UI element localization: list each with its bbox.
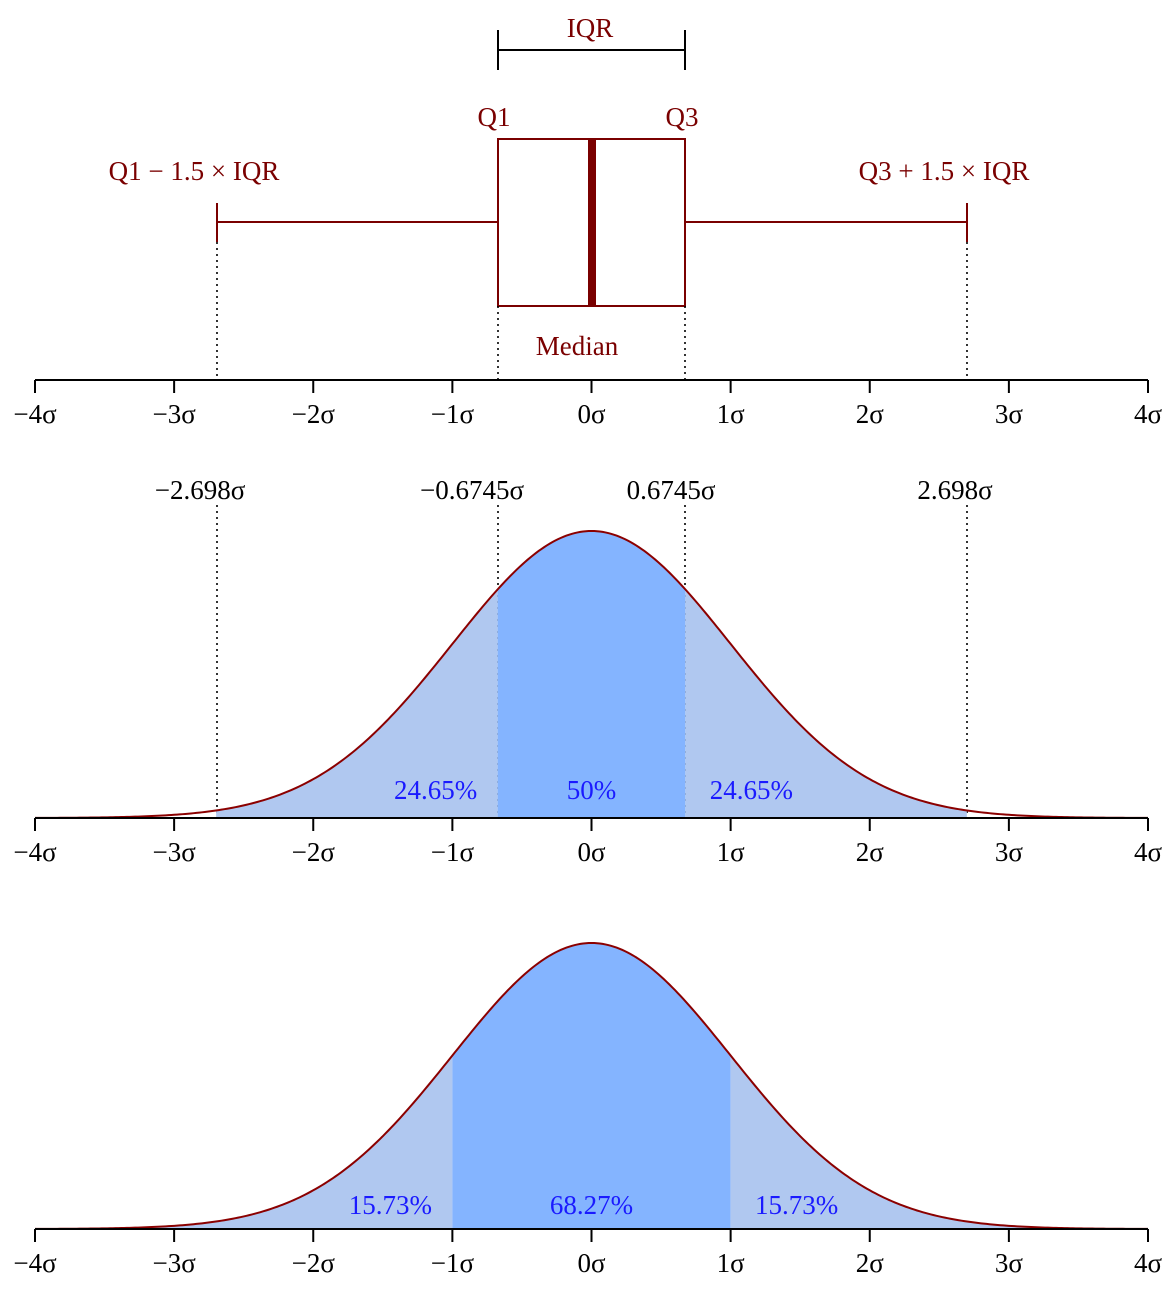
iqr-label: IQR (567, 13, 614, 43)
sigma-region-2 (730, 1055, 1148, 1229)
quantile-tick-label-4: 0σ (577, 837, 606, 867)
boxplot-panel: IQR Q1 Q3 Q1 − 1.5 × IQR Q3 + 1.5 × IQR … (109, 13, 1030, 361)
sigma-tick-label-0: −4σ (13, 1248, 57, 1278)
quantile-tick-label-0: −4σ (13, 837, 57, 867)
quantile-tick-label-1: −3σ (152, 837, 196, 867)
sigma-tick-label-7: 3σ (995, 1248, 1024, 1278)
q1-label: Q1 (478, 102, 511, 132)
quantile-density-curve (35, 529, 1148, 819)
quantile-label-q1: −0.6745σ (420, 475, 524, 505)
sigma-tick-label-1: −3σ (152, 1248, 196, 1278)
distribution-sigma-panel: 15.73% 68.27% 15.73% (35, 941, 1148, 1230)
axis-distribution-sigma: −4σ −3σ −2σ −1σ 0σ 1σ 2σ 3σ 4σ (13, 1228, 1163, 1278)
quantile-tick-label-7: 3σ (995, 837, 1024, 867)
boxplot-tick-label-5: 1σ (717, 399, 746, 429)
boxplot-tick-label-4: 0σ (577, 399, 606, 429)
axis-boxplot: −4σ −3σ −2σ −1σ 0σ 1σ 2σ 3σ 4σ (13, 379, 1163, 429)
sigma-tick-label-8: 4σ (1134, 1248, 1163, 1278)
quantile-region-1 (497, 531, 686, 818)
sigma-tick-label-2: −2σ (292, 1248, 336, 1278)
sigma-tick-label-6: 2σ (856, 1248, 885, 1278)
upper-whisker-label: Q3 + 1.5 × IQR (859, 156, 1030, 186)
distribution-quantile-panel: 24.65% 50% 24.65% (35, 529, 1148, 819)
sigma-region-0 (35, 1055, 453, 1229)
quantile-region-0 (216, 589, 498, 818)
axis-distribution-quantile: −4σ −3σ −2σ −1σ 0σ 1σ 2σ 3σ 4σ (13, 817, 1163, 867)
quantile-tick-label-5: 1σ (717, 837, 746, 867)
sigma-region-1 (452, 943, 731, 1229)
sigma-density-curve (35, 941, 1148, 1230)
quantile-labels: −2.698σ −0.6745σ 0.6745σ 2.698σ (155, 475, 993, 505)
sigma-percent-label-1: 68.27% (550, 1190, 633, 1220)
q3-label: Q3 (666, 102, 699, 132)
quantile-tick-label-8: 4σ (1134, 837, 1163, 867)
quantile-tick-label-2: −2σ (292, 837, 336, 867)
lower-whisker-label: Q1 − 1.5 × IQR (109, 156, 280, 186)
boxplot-tick-label-7: 3σ (995, 399, 1024, 429)
quantile-label-upper-whisker: 2.698σ (917, 475, 993, 505)
quantile-percent-label-2: 24.65% (710, 775, 793, 805)
quantile-percent-label-0: 24.65% (394, 775, 477, 805)
quantile-label-q3: 0.6745σ (627, 475, 716, 505)
quantile-label-lower-whisker: −2.698σ (155, 475, 246, 505)
sigma-percent-label-0: 15.73% (349, 1190, 432, 1220)
boxplot-tick-label-6: 2σ (856, 399, 885, 429)
boxplot-tick-label-1: −3σ (152, 399, 196, 429)
quantile-tick-label-3: −1σ (431, 837, 475, 867)
quantile-region-2 (685, 589, 967, 818)
median-label: Median (536, 331, 619, 361)
quantile-tick-label-6: 2σ (856, 837, 885, 867)
boxplot-tick-label-3: −1σ (431, 399, 475, 429)
sigma-tick-label-4: 0σ (577, 1248, 606, 1278)
boxplot-tick-label-8: 4σ (1134, 399, 1163, 429)
sigma-tick-label-5: 1σ (717, 1248, 746, 1278)
sigma-percent-label-2: 15.73% (755, 1190, 838, 1220)
boxplot-tick-label-2: −2σ (292, 399, 336, 429)
boxplot-tick-label-0: −4σ (13, 399, 57, 429)
sigma-tick-label-3: −1σ (431, 1248, 475, 1278)
quantile-percent-label-1: 50% (567, 775, 617, 805)
